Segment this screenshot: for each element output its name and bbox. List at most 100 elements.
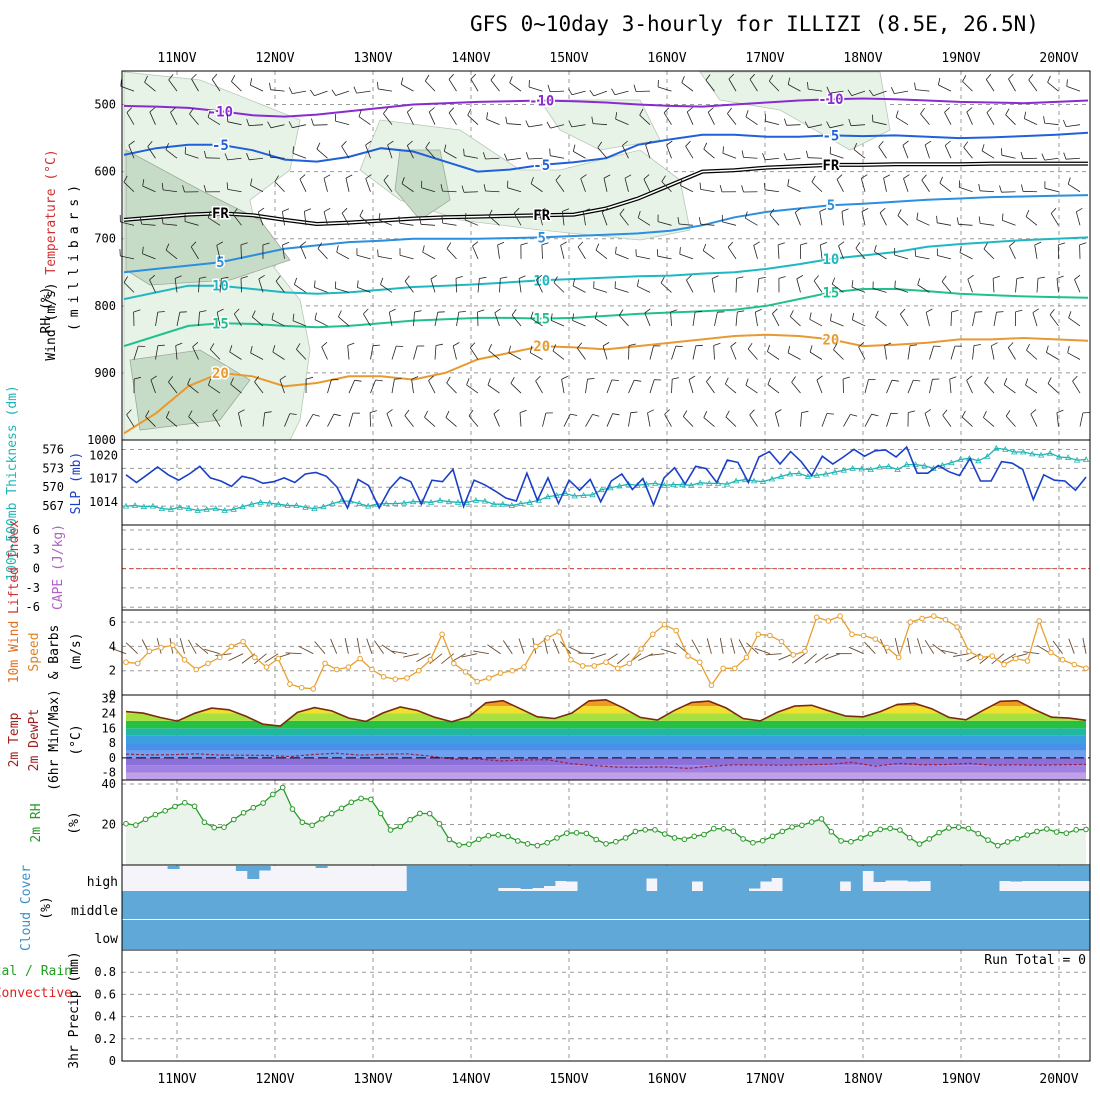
cloud-low-bar: [201, 920, 214, 949]
wind-barb-flag: [1008, 342, 1014, 348]
wind-barb: [250, 352, 264, 360]
wind-barb: [370, 379, 376, 394]
wind-speed-point: [1024, 658, 1031, 664]
cloud-ylabel-line1: Cloud Cover: [19, 865, 34, 951]
wind-speed-point: [380, 674, 387, 680]
contour-label: 15: [212, 316, 229, 332]
wind-barb: [1067, 183, 1081, 193]
label-millibars: (millibars): [67, 179, 82, 331]
wind-barb: [851, 286, 866, 293]
wind-barb-flag: [630, 411, 638, 414]
wind-barb: [597, 147, 608, 159]
cloud-middle-bar: [873, 891, 886, 919]
wind-barb: [219, 278, 222, 293]
rh-point: [328, 810, 335, 817]
rh-point: [848, 838, 854, 845]
thickness-point: [984, 453, 991, 459]
wind10m-barb: [916, 638, 923, 654]
wind-barb: [915, 256, 930, 260]
wind-barb: [469, 347, 479, 360]
thickness-point: [661, 481, 668, 488]
cloud-middle-bar: [383, 891, 396, 919]
wind-barb: [230, 383, 242, 394]
wind-barb-flag: [387, 140, 394, 146]
wind-barb-flag: [189, 107, 194, 115]
wind-barb-flag: [309, 89, 315, 96]
thickness-point: [194, 507, 201, 513]
wind-barb: [404, 415, 414, 427]
wind-barb: [216, 245, 221, 259]
wind-barb-flag: [165, 411, 170, 418]
cloud-middle-bar: [122, 891, 134, 919]
cloud-high-bar: [532, 866, 544, 888]
cloud-high-bar: [588, 866, 601, 891]
wind-barb-flag: [425, 141, 430, 148]
wind-barb-flag: [677, 217, 680, 225]
wind-barb: [843, 414, 851, 427]
wind-barb-flag: [168, 74, 174, 81]
wind-barb: [123, 181, 135, 193]
wind-barb: [872, 288, 887, 293]
rh-point: [740, 836, 746, 842]
wind-barb: [1049, 314, 1059, 327]
cloud-high-bar: [1067, 866, 1080, 881]
cloud-high-bar: [566, 866, 579, 882]
rh-tick-label: 40: [102, 777, 116, 791]
wind-barb-flag: [455, 276, 463, 279]
rh-point: [456, 842, 462, 848]
cloud-middle-bar: [885, 891, 897, 919]
wind-barb-flag: [644, 308, 651, 314]
wind-barb: [830, 320, 844, 327]
cloud-high-bar: [850, 866, 863, 891]
wind-barb: [464, 155, 479, 159]
wind-barb-flag: [365, 140, 372, 146]
wind-barb: [120, 221, 135, 226]
wind-barb: [528, 124, 543, 128]
wind-barb: [628, 380, 635, 394]
wind-barb: [573, 151, 586, 159]
thickness-point: [670, 481, 677, 488]
label-rh: RH (%): [39, 287, 54, 334]
thickness-point: [831, 468, 838, 475]
wind-barb-flag: [529, 345, 533, 353]
rh-point: [466, 841, 472, 848]
rh-point: [652, 827, 658, 833]
wind-barb-flag: [883, 174, 890, 179]
wind-barb-flag: [991, 342, 998, 347]
cloud-low-bar: [907, 920, 920, 949]
cloud-low-bar: [532, 920, 544, 949]
wind-barb-flag: [910, 344, 918, 346]
cloud-high-bar: [680, 866, 692, 891]
thickness-point: [921, 462, 928, 469]
wind-barb-flag: [985, 73, 992, 80]
wind-barb-flag: [767, 377, 771, 385]
cloud-middle-bar: [292, 891, 305, 919]
thickness-point: [858, 465, 865, 472]
rh-point: [133, 822, 139, 828]
wind-barb-flag: [884, 342, 892, 346]
wind-barb-flag: [404, 409, 410, 416]
wind-barb: [530, 183, 543, 193]
date-label-bottom: 17NOV: [745, 1072, 784, 1087]
wind-barb: [992, 278, 995, 293]
wind-barb: [636, 255, 651, 260]
pressure-tick-label: 700: [94, 232, 116, 246]
cloud-middle-bar: [748, 891, 761, 919]
wind-barb: [1005, 114, 1016, 125]
wind-barb: [211, 79, 221, 92]
wind-barb: [1044, 122, 1059, 126]
cloud-middle-bar: [406, 891, 419, 919]
wind-barb-flag: [448, 73, 454, 80]
wind-barb-flag: [488, 344, 492, 351]
cloud-middle-bar: [372, 891, 385, 919]
contour-label: 5: [827, 198, 835, 214]
wind-barb-flag: [804, 121, 809, 128]
thickness-point: [338, 497, 345, 504]
panel-frame: [121, 609, 1091, 696]
wind-barb: [902, 145, 909, 159]
wind-barb-flag: [204, 150, 207, 158]
wind-barb-flag: [208, 378, 212, 386]
wind-barb: [231, 81, 242, 92]
wind-barb: [851, 90, 866, 96]
